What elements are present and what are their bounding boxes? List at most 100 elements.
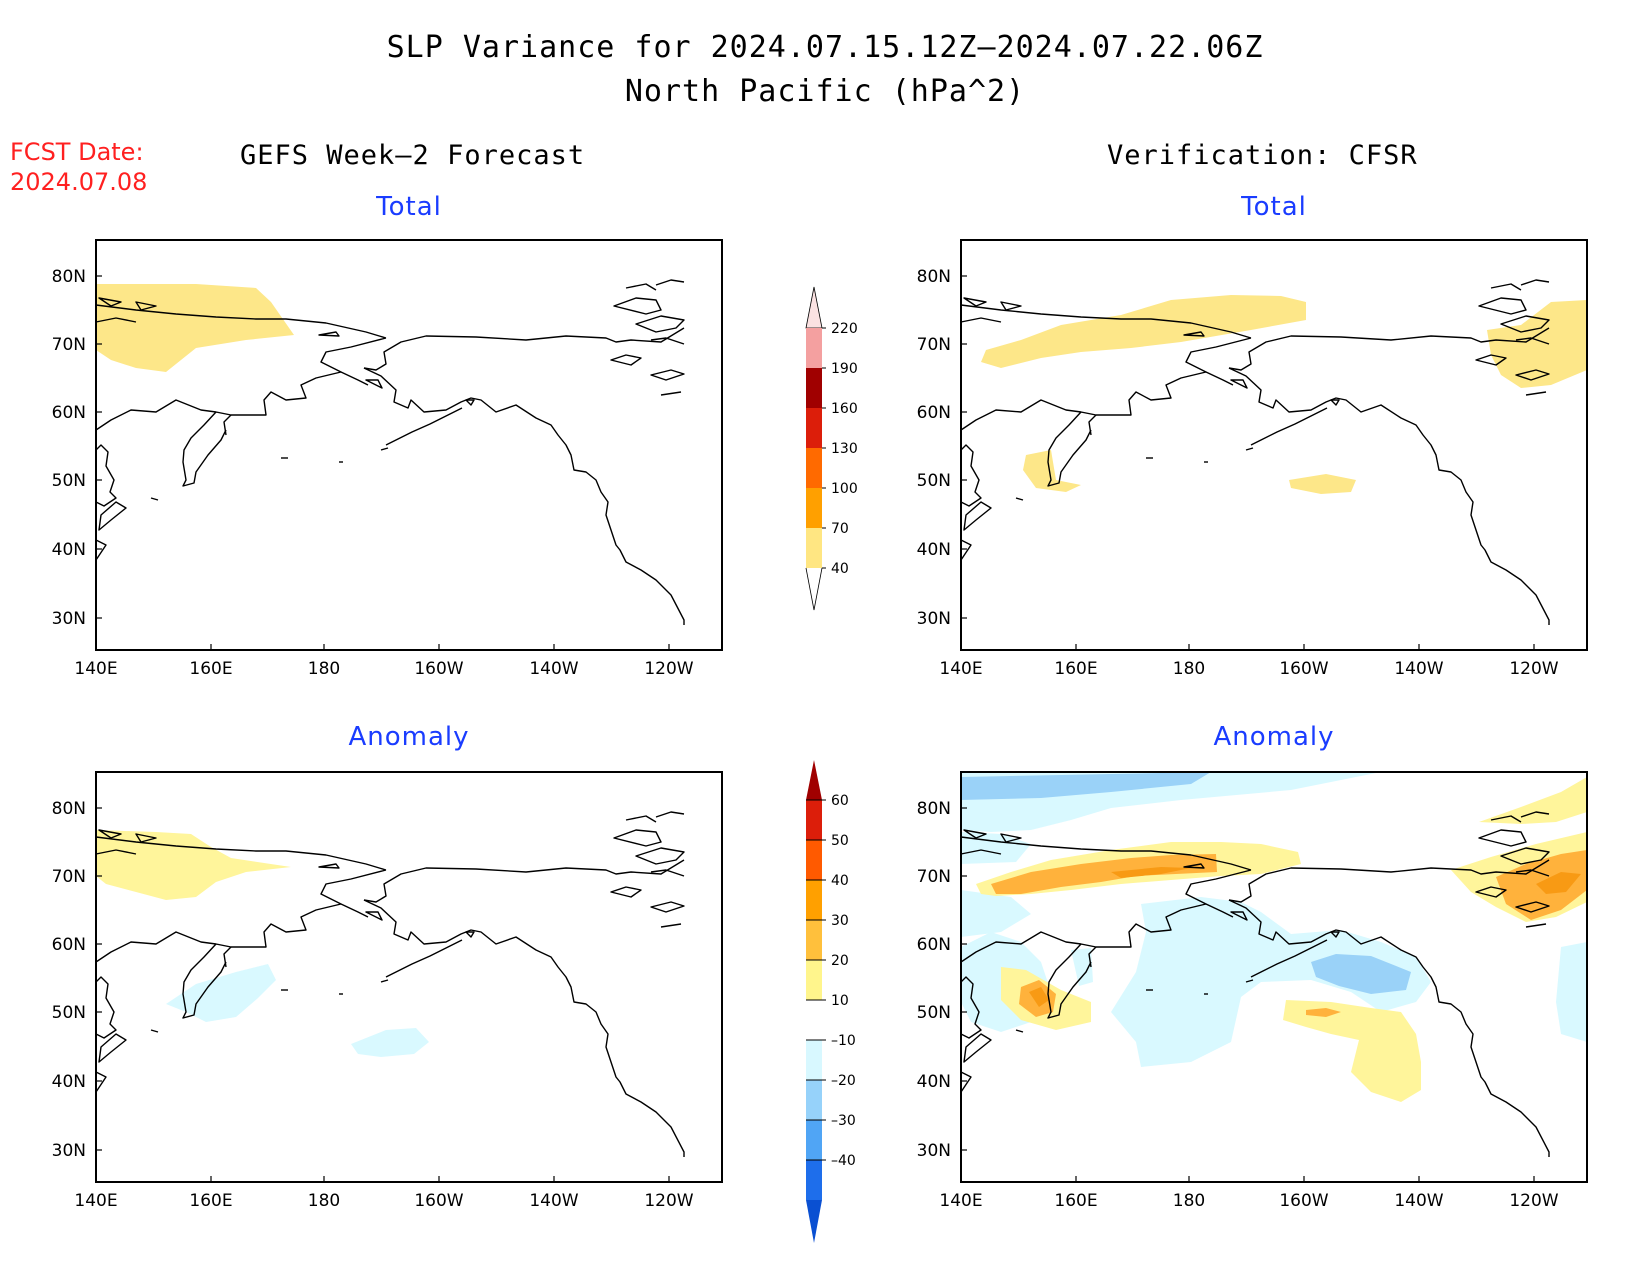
anomaly-colorbar-swatch [806,920,822,960]
lat-label-top-right: 30N [917,609,951,629]
lat-label-bottom-left: 70N [52,867,86,887]
lat-label-bottom-left: 40N [52,1072,86,1092]
anomaly-colorbar-bottom-arrow [806,1200,822,1243]
contour-anomaly-neg-10-central [1111,897,1431,1067]
total-colorbar-swatch [806,408,822,448]
anomaly-colorbar-label: 60 [831,793,849,809]
anomaly-colorbar-label: –10 [831,1033,856,1049]
lat-label-bottom-left: 80N [52,799,86,819]
total-colorbar-label: 100 [831,481,858,497]
anomaly-colorbar-label: –30 [831,1113,856,1129]
lat-label-top-left: 80N [52,267,86,287]
contour-anomaly-pos-30-kamchatka [1029,987,1049,1007]
lat-label-top-left: 40N [52,540,86,560]
total-colorbar-label: 160 [831,401,858,417]
contour-anomaly-neg-10-a [166,964,276,1022]
lat-label-top-left: 50N [52,471,86,491]
contour-anomaly-pos-10-pacific [1283,1000,1421,1102]
contour-total-40-pacific [1289,474,1356,494]
contour-anomaly-neg-10-b [351,1028,429,1057]
total-colorbar-swatch [806,328,822,368]
contour-anomaly-neg-10-east [1556,942,1587,1042]
anomaly-colorbar-swatch [806,960,822,1000]
anomaly-colorbar-swatch [806,880,822,920]
lat-label-top-left: 70N [52,335,86,355]
figure-title-line-1: SLP Variance for 2024.07.15.12Z–2024.07.… [386,30,1264,65]
lat-label-bottom-right: 60N [917,935,951,955]
lon-label-top-left: 140W [529,659,578,679]
lon-label-bottom-left: 140W [529,1191,578,1211]
left-column-title: GEFS Week–2 Forecast [240,140,586,171]
map-panel-cfsr-total [960,239,1588,651]
lon-label-bottom-left: 160W [414,1191,463,1211]
anomaly-colorbar-label: –40 [831,1153,856,1169]
lon-label-bottom-right: 120W [1509,1191,1558,1211]
anomaly-colorbar-label: 20 [831,953,849,969]
contour-anomaly-neg-20-central [1311,954,1411,994]
anomaly-colorbar-label: 40 [831,873,849,889]
map-panel-gefs-anomaly [95,771,723,1183]
anomaly-colorbar-label: 10 [831,993,849,1009]
lat-label-bottom-right: 30N [917,1141,951,1161]
lat-label-bottom-right: 50N [917,1003,951,1023]
lon-label-top-left: 160W [414,659,463,679]
lat-label-bottom-left: 30N [52,1141,86,1161]
total-colorbar-label: 40 [831,561,849,577]
lon-label-top-left: 140E [74,659,117,679]
lat-label-top-right: 60N [917,403,951,423]
lon-label-top-left: 120W [644,659,693,679]
anomaly-colorbar-swatch [806,800,822,840]
contour-total-40 [96,284,294,372]
figure-title-line-2: North Pacific (hPa^2) [624,74,1026,109]
contour-anomaly-pos-30-arctic [1111,867,1191,878]
contour-anomaly-pos-10-canada-north [1479,777,1587,824]
lon-label-bottom-left: 180 [308,1191,340,1211]
total-colorbar-top-arrow [805,286,823,329]
right-column-title: Verification: CFSR [1107,140,1418,171]
contour-anomaly-pos-30-canada [1536,872,1581,894]
anomaly-colorbar-label: 50 [831,833,849,849]
colorbars: 220 190 160 130 100 70 40 60 50 40 30 20 10 –10 –20 –30… [805,286,858,1243]
panel-title-bottom-left: Anomaly [348,722,470,752]
lat-label-bottom-right: 40N [917,1072,951,1092]
anomaly-colorbar-label: 30 [831,913,849,929]
lon-label-bottom-left: 120W [644,1191,693,1211]
lon-label-bottom-left: 160E [189,1191,232,1211]
anomaly-colorbar-top-arrow [806,760,822,800]
anomaly-colorbar-swatch [806,1040,822,1080]
contour-anomaly-neg-20-north [961,772,1211,800]
anomaly-colorbar-swatch [806,840,822,880]
lon-label-top-right: 160W [1279,659,1328,679]
lon-label-bottom-right: 160W [1279,1191,1328,1211]
contour-total-40-kamchatka [1023,450,1081,492]
lat-label-top-left: 60N [52,403,86,423]
map-panel-cfsr-anomaly [960,771,1588,1183]
lat-label-top-right: 80N [917,267,951,287]
contour-anomaly-neg-10-west [961,890,1031,937]
contour-total-40-canada [1487,300,1587,388]
anomaly-colorbar-label: –20 [831,1073,856,1089]
contour-anomaly-pos-20-pacific [1306,1008,1341,1017]
contour-anomaly-pos-20-arctic [991,854,1217,894]
lat-label-top-left: 30N [52,609,86,629]
lat-label-top-right: 50N [917,471,951,491]
anomaly-colorbar-swatch [806,1000,822,1040]
lat-label-top-right: 70N [917,335,951,355]
contour-total-40-arctic [981,295,1306,368]
lon-label-top-left: 160E [189,659,232,679]
lon-label-top-right: 120W [1509,659,1558,679]
total-colorbar-swatch [806,368,822,408]
panel-title-top-right: Total [1241,192,1307,222]
fcst-date-value: 2024.07.08 [10,168,148,196]
anomaly-colorbar-swatch [806,1080,822,1120]
panel-title-bottom-right: Anomaly [1213,722,1335,752]
contour-anomaly-pos-10 [96,830,291,900]
lon-label-bottom-left: 140E [74,1191,117,1211]
lat-label-bottom-right: 80N [917,799,951,819]
axis-labels: 80N 70N 60N 50N 40N 30N 140E 160E 180 160W 140W 120… [52,267,1559,1211]
total-colorbar-swatch [806,448,822,488]
lon-label-top-left: 180 [308,659,340,679]
total-colorbar-swatch [806,528,822,568]
lon-label-top-right: 180 [1173,659,1205,679]
